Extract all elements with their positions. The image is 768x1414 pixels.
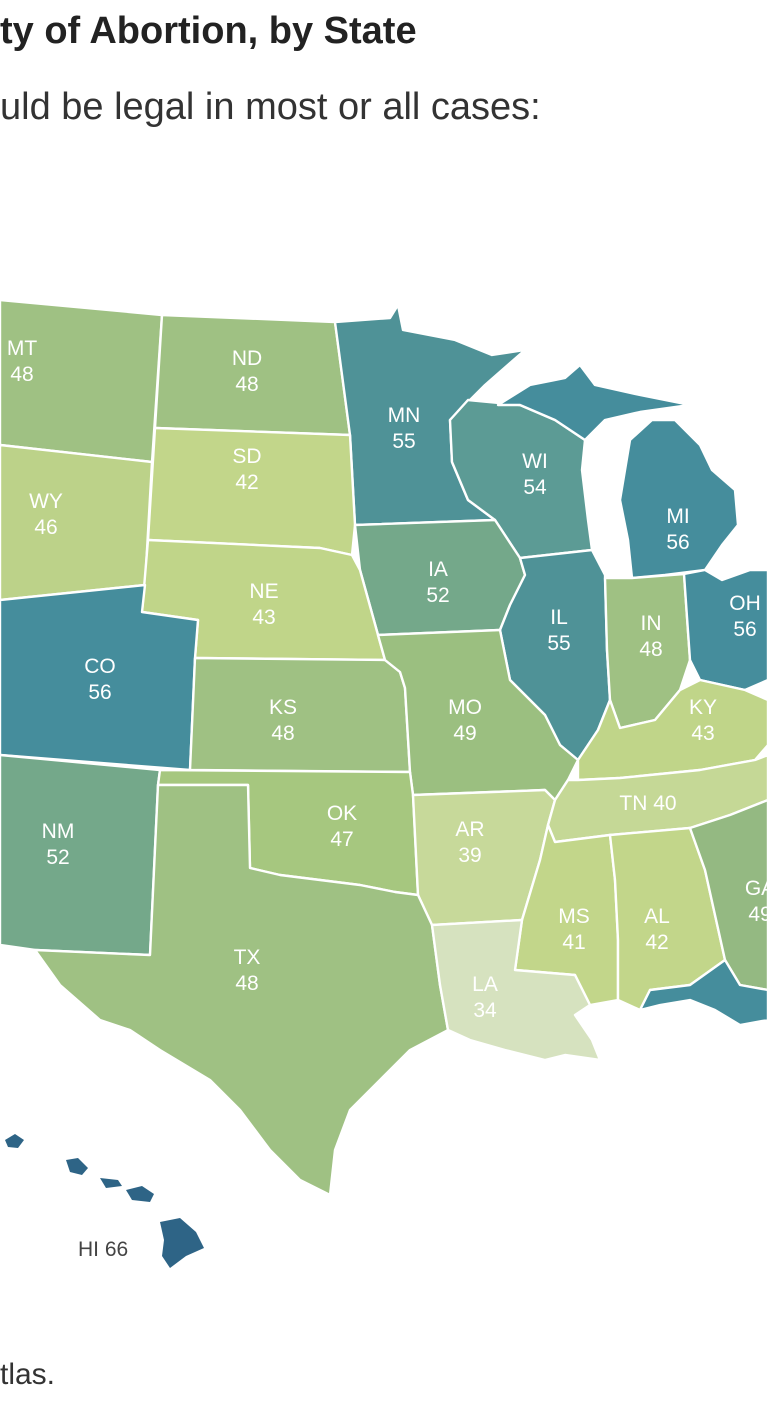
label-SD: SD 42 xyxy=(232,445,261,494)
label-LA: LA 34 xyxy=(472,973,498,1022)
label-AR: AR 39 xyxy=(455,818,484,867)
label-MN: MN 55 xyxy=(388,404,421,453)
label-NE: NE 43 xyxy=(249,580,278,629)
state-WY xyxy=(0,443,154,602)
label-MT: MT 48 xyxy=(7,337,37,386)
label-MI: MI 56 xyxy=(666,505,689,554)
label-AL: AL 42 xyxy=(644,905,670,954)
label-OH: OH 56 xyxy=(729,592,761,641)
label-GA: GA49 xyxy=(745,877,768,926)
label-CO: CO 56 xyxy=(84,655,116,704)
state-HI-molokai xyxy=(100,1178,122,1188)
label-IL: IL 55 xyxy=(547,606,570,655)
map-title: ty of Abortion, by State xyxy=(0,10,417,52)
state-HI-kauai xyxy=(5,1134,24,1148)
label-WY: WY 46 xyxy=(29,490,63,539)
label-KS: KS 48 xyxy=(269,696,297,745)
state-labels: MT 48 ND 48 MN 55 WY 46 SD 42 WI 54 MI 56 IA 52 … xyxy=(7,337,768,1261)
label-IN: IN 48 xyxy=(639,612,662,661)
state-HI-maui xyxy=(126,1186,154,1202)
state-TX xyxy=(33,783,450,1197)
state-KS xyxy=(188,656,412,774)
state-NM xyxy=(0,753,162,957)
label-ND: ND 48 xyxy=(232,347,262,396)
state-HI-oahu xyxy=(66,1158,88,1175)
state-MI xyxy=(618,418,740,580)
label-HI: HI 66 xyxy=(78,1238,128,1261)
label-OK: OK 47 xyxy=(327,802,357,851)
label-TX: TX 48 xyxy=(234,946,261,995)
label-KY: KY 43 xyxy=(689,696,717,745)
label-NM: NM 52 xyxy=(42,820,75,869)
label-MS: MS 41 xyxy=(558,905,590,954)
source-note: tlas. xyxy=(0,1358,56,1391)
state-FL xyxy=(638,958,768,1027)
state-MI-upper xyxy=(496,363,692,442)
state-OH xyxy=(682,568,768,692)
label-TN: TN 40 xyxy=(619,792,676,815)
state-LA xyxy=(430,918,602,1062)
label-WI: WI 54 xyxy=(522,450,548,499)
label-MO: MO 49 xyxy=(448,696,482,745)
state-HI-big xyxy=(160,1218,204,1268)
label-IA: IA 52 xyxy=(426,558,449,607)
map-subtitle: uld be legal in most or all cases: xyxy=(0,86,541,128)
